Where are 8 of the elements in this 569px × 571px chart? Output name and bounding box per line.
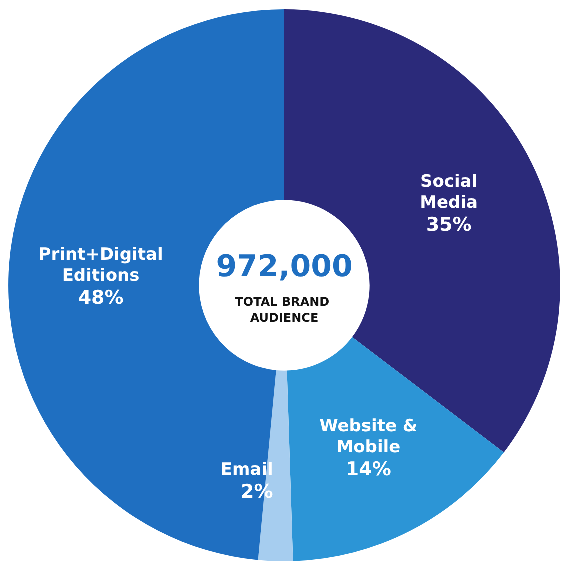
text: TOTAL BRAND AUDIENCE — [235, 295, 334, 325]
slice-label: Website & Mobile — [320, 416, 418, 458]
data-label: 35% — [426, 214, 472, 236]
data-label: 14% — [346, 458, 392, 481]
slice-label: Social Media — [420, 172, 478, 213]
slice-label: Print+Digital Editions — [38, 244, 164, 286]
data-label: 48% — [78, 286, 124, 309]
text: 972,000 — [216, 250, 353, 284]
